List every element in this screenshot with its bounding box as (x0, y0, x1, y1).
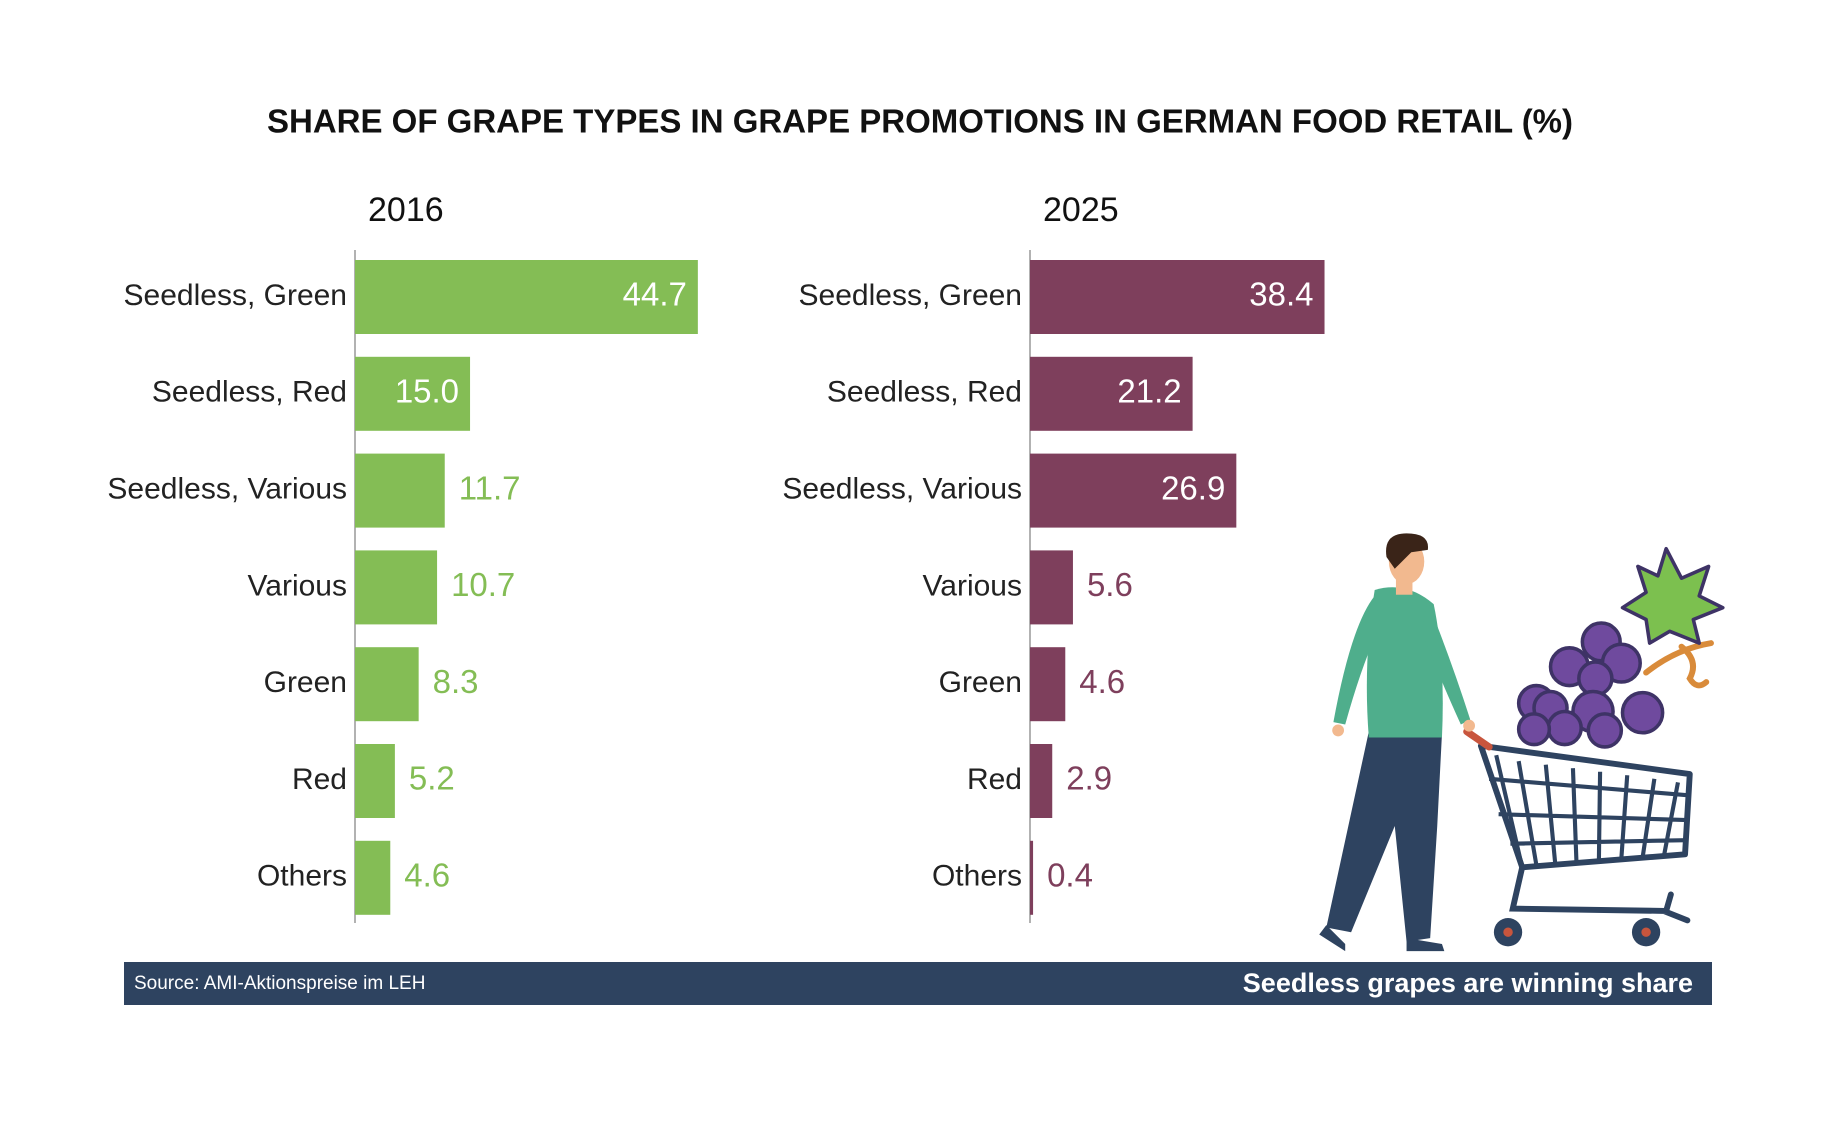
value-label: 0.4 (1047, 857, 1093, 894)
value-label: 26.9 (1161, 469, 1225, 506)
value-label: 21.2 (1117, 373, 1181, 410)
category-label: Seedless, Red (152, 376, 347, 409)
value-label: 44.7 (623, 276, 687, 313)
value-label: 15.0 (395, 373, 459, 410)
bar (1030, 647, 1066, 722)
category-label: Seedless, Red (827, 376, 1022, 409)
footer-bar (124, 962, 1712, 1005)
bar (1030, 550, 1073, 625)
category-label: Others (257, 860, 347, 893)
category-label: Green (264, 666, 347, 699)
category-label: Various (923, 569, 1023, 602)
value-label: 4.6 (404, 857, 450, 894)
category-label: Seedless, Various (107, 473, 347, 506)
category-label: Red (292, 763, 347, 796)
value-label: 4.6 (1079, 663, 1125, 700)
bar (1030, 356, 1193, 431)
value-label: 11.7 (459, 469, 521, 506)
bar (1030, 260, 1325, 334)
bar (355, 744, 395, 818)
bar (355, 550, 438, 625)
illustration (1319, 533, 1725, 952)
value-label: 8.3 (433, 663, 479, 700)
source: Source: AMI-Aktionspreise im LEH (134, 973, 425, 994)
category-label: Others (932, 860, 1022, 893)
category-label: Seedless, Green (124, 279, 347, 312)
category-label: Green (939, 666, 1022, 699)
category-label: Seedless, Various (782, 473, 1022, 506)
tagline: Seedless grapes are winning share (1243, 968, 1693, 998)
bar (355, 356, 471, 431)
value-label: 2.9 (1066, 760, 1112, 797)
category-label: Various (248, 569, 348, 602)
category-label: Seedless, Green (799, 279, 1022, 312)
bar (355, 453, 445, 528)
bar (1030, 744, 1053, 818)
bar (1030, 453, 1237, 528)
bar (355, 647, 419, 722)
value-label: 38.4 (1249, 276, 1313, 313)
bar (355, 840, 391, 915)
bar (355, 260, 698, 334)
panel-title: 2025 (1043, 191, 1119, 229)
category-label: Red (967, 763, 1022, 796)
bar (1030, 840, 1034, 915)
value-label: 5.2 (409, 760, 455, 797)
value-label: 10.7 (451, 566, 515, 603)
value-label: 5.6 (1087, 566, 1133, 603)
panel-title: 2016 (368, 191, 444, 229)
chart-title: SHARE OF GRAPE TYPES IN GRAPE PROMOTIONS… (267, 103, 1573, 140)
